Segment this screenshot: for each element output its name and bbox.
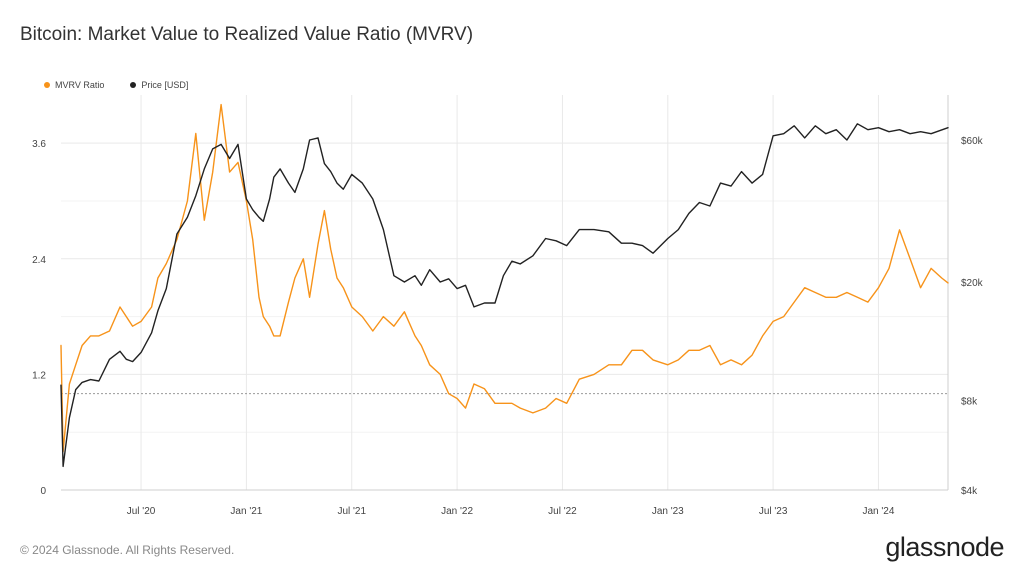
tick-labels: 0 1.2 2.4 3.6 Jul '20 Jan '21 Jul '21 Jan '22 Ju… [32, 136, 984, 517]
mvrv-ratio-line[interactable] [60, 103, 949, 453]
glassnode-logo[interactable]: glassnode [885, 532, 1004, 562]
x-tick-label: Jan '23 [652, 506, 684, 517]
x-tick-label: Jan '24 [863, 506, 895, 517]
price-legend-dot-icon [130, 82, 137, 88]
axes [61, 95, 949, 491]
x-tick-label: Jul '22 [548, 506, 577, 517]
y-left-tick-label: 3.6 [32, 139, 46, 150]
mvrv-legend-dot-icon [44, 82, 50, 88]
legend-item-mvrv[interactable]: MVRV Ratio [44, 80, 104, 90]
y-right-tick-label: $60k [961, 136, 984, 147]
y-right-tick-label: $4k [961, 486, 978, 497]
legend-label-price: Price [USD] [141, 80, 189, 90]
copyright-footer: © 2024 Glassnode. All Rights Reserved. [20, 543, 235, 557]
y-left-tick-label: 2.4 [32, 255, 46, 266]
x-tick-label: Jan '21 [230, 506, 262, 517]
price-usd-line[interactable] [60, 123, 949, 468]
legend-item-price[interactable]: Price [USD] [130, 80, 188, 90]
y-left-tick-label: 0 [40, 486, 46, 497]
x-tick-label: Jan '22 [441, 506, 473, 517]
gridlines [61, 95, 948, 491]
chart-title: Bitcoin: Market Value to Realized Value … [20, 24, 474, 45]
x-tick-label: Jul '21 [337, 506, 366, 517]
legend: MVRV Ratio Price [USD] [44, 80, 188, 90]
x-tick-label: Jul '23 [759, 506, 788, 517]
y-right-tick-label: $8k [961, 396, 978, 407]
series-lines [60, 103, 949, 468]
legend-label-mvrv: MVRV Ratio [55, 80, 105, 90]
y-right-tick-label: $20k [961, 278, 984, 289]
x-tick-label: Jul '20 [127, 506, 156, 517]
y-left-tick-label: 1.2 [32, 370, 46, 381]
